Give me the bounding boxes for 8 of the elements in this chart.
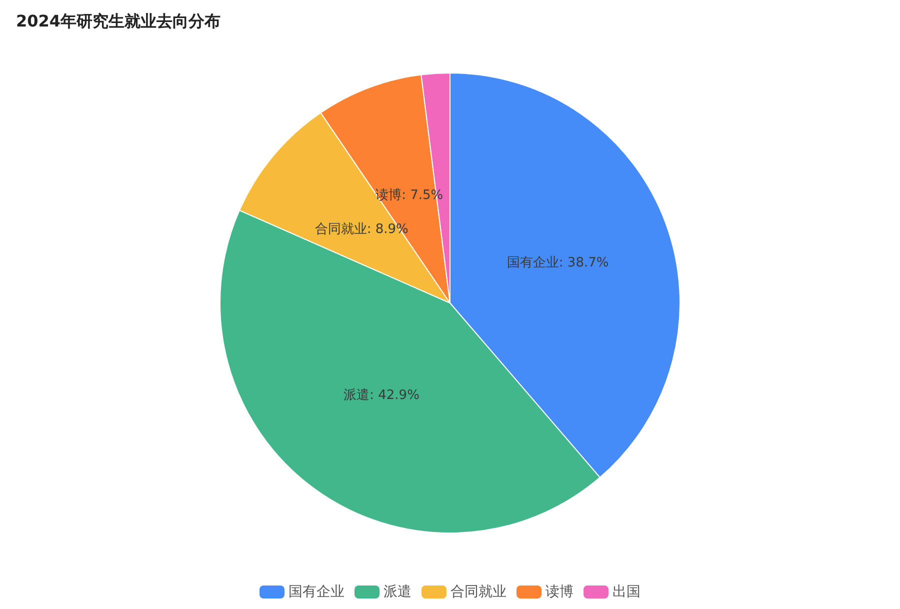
- legend-label: 国有企业: [288, 584, 344, 600]
- legend-label: 合同就业: [450, 584, 506, 600]
- chart-title: 2024年研究生就业去向分布: [16, 12, 221, 30]
- legend-label: 读博: [546, 584, 574, 600]
- data-label: 国有企业: 38.7%: [506, 256, 609, 271]
- legend-label: 派遣: [384, 584, 412, 600]
- legend-label: 出国: [612, 584, 640, 600]
- data-label: 派遣: 42.9%: [344, 388, 420, 403]
